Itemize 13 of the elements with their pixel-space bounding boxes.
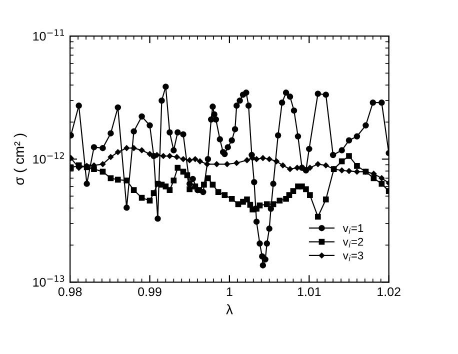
legend-label: v$_{i}$=1 [342,224,364,234]
y-axis-title: σ ( cm² ) [14,134,27,185]
x-tick-label: 0.98 [58,287,82,296]
x-tick-label: 1 [226,287,232,296]
x-tick-label: 1.01 [298,287,321,296]
legend-label: v$_{i}$=2 [342,238,364,248]
y-tick-label: 10$^{−13}$ [33,275,64,287]
y-tick-label: 10$^{−12}$ [33,152,64,164]
y-tick-label: 10$^{−11}$ [33,29,64,41]
x-axis-title: λ [226,304,233,314]
x-tick-label: 1.02 [378,287,400,296]
x-tick-label: 0.99 [138,287,162,296]
legend-label: v$_{i}$=3 [342,252,364,262]
